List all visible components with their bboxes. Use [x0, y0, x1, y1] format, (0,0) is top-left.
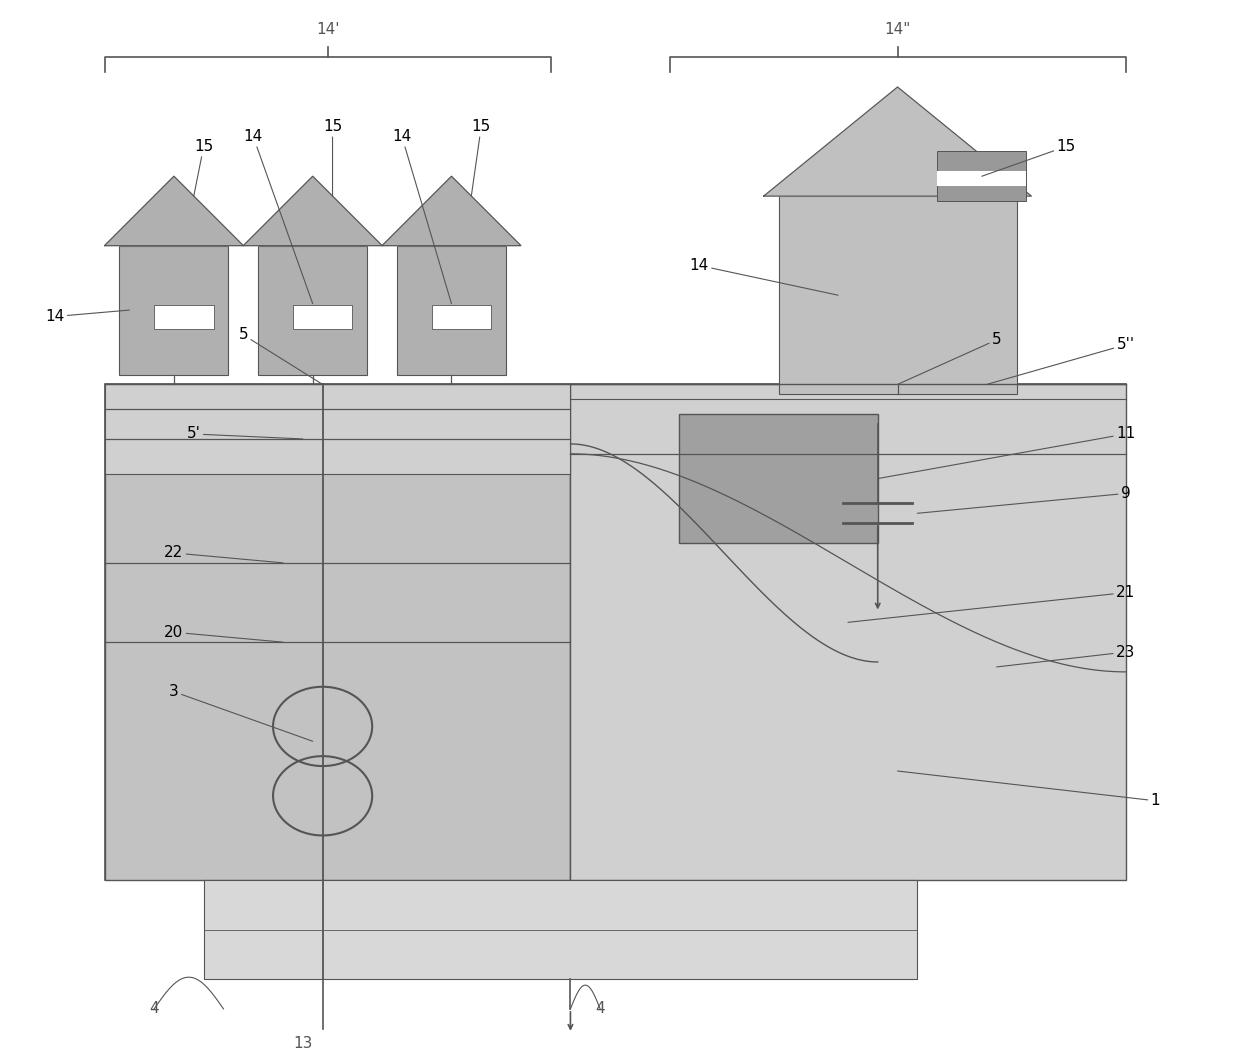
- Bar: [570, 384, 1126, 880]
- Text: 15: 15: [322, 119, 342, 196]
- Bar: [293, 305, 352, 329]
- Bar: [203, 880, 918, 979]
- Text: 5': 5': [187, 426, 303, 441]
- Text: 20: 20: [165, 625, 283, 642]
- Text: 14: 14: [392, 129, 451, 304]
- Text: 1: 1: [898, 771, 1161, 808]
- Text: 14': 14': [316, 22, 340, 38]
- Polygon shape: [104, 176, 243, 246]
- Bar: [397, 246, 506, 375]
- Bar: [154, 305, 213, 329]
- Text: 15: 15: [471, 119, 491, 196]
- Text: 13: 13: [293, 1036, 312, 1051]
- Text: 15: 15: [982, 139, 1075, 176]
- Text: 9: 9: [918, 486, 1131, 514]
- Text: 5: 5: [238, 327, 322, 384]
- Text: 5: 5: [898, 332, 1002, 384]
- Text: 4: 4: [595, 1001, 605, 1016]
- Text: 23: 23: [997, 645, 1136, 667]
- Bar: [432, 305, 491, 329]
- Text: 14": 14": [884, 22, 910, 38]
- Bar: [104, 384, 570, 880]
- Text: 14: 14: [46, 309, 129, 324]
- Polygon shape: [382, 176, 521, 246]
- Bar: [104, 384, 570, 474]
- Text: 14: 14: [243, 129, 312, 304]
- Bar: [779, 196, 1017, 395]
- Bar: [104, 384, 1126, 880]
- Text: 21: 21: [848, 586, 1135, 622]
- Text: 4: 4: [149, 1001, 159, 1016]
- Text: 15: 15: [193, 139, 213, 196]
- Bar: [937, 152, 1027, 202]
- Text: 22: 22: [165, 545, 283, 563]
- Polygon shape: [764, 87, 1032, 196]
- Bar: [119, 246, 228, 375]
- Text: 3: 3: [169, 685, 312, 742]
- Bar: [680, 415, 878, 543]
- Text: 11: 11: [878, 426, 1135, 479]
- Bar: [937, 171, 1027, 186]
- Text: 14: 14: [689, 258, 838, 295]
- Text: 5'': 5'': [987, 338, 1135, 384]
- Bar: [258, 246, 367, 375]
- Polygon shape: [243, 176, 382, 246]
